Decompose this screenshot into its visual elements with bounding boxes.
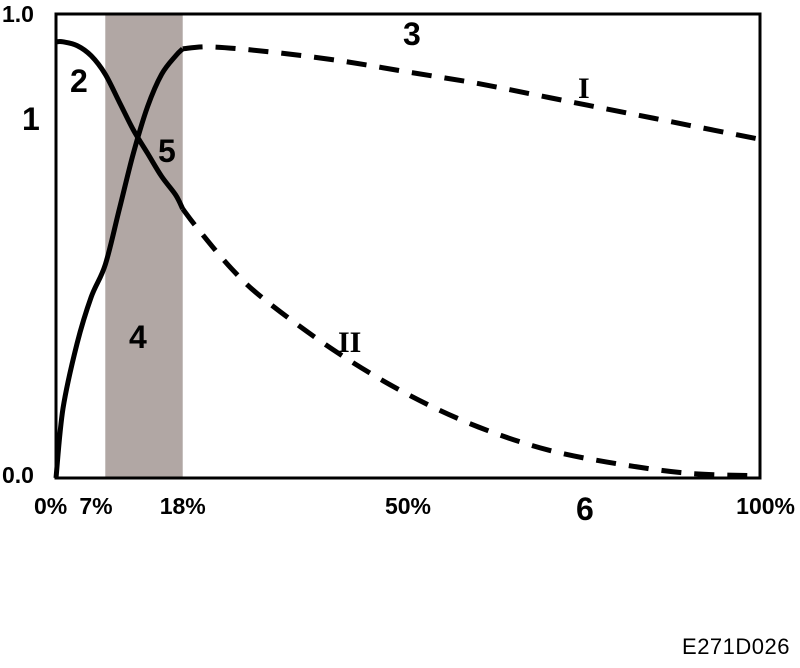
series-II-solid-line bbox=[55, 39, 185, 211]
series-label-II: II bbox=[338, 326, 361, 359]
y-tick-label: 1.0 bbox=[2, 1, 34, 27]
series-II-dashed-line bbox=[180, 207, 761, 479]
shaded-band bbox=[105, 14, 183, 478]
curve-layer bbox=[53, 39, 761, 479]
x-tick-label: 100% bbox=[736, 493, 795, 519]
y-tick-label: 0.0 bbox=[2, 462, 34, 488]
series-label-I: I bbox=[578, 72, 590, 105]
shaded-band-layer bbox=[105, 14, 183, 478]
annotation-5: 5 bbox=[158, 133, 176, 169]
x-tick-label: 0% bbox=[34, 493, 67, 519]
plot-frame bbox=[54, 12, 762, 480]
x-tick-label: 18% bbox=[160, 493, 206, 519]
figure-code: E271D026 bbox=[682, 634, 790, 659]
annotation-1: 1 bbox=[22, 101, 40, 137]
series-I-solid-line bbox=[53, 46, 185, 479]
x-tick-label: 50% bbox=[385, 493, 431, 519]
annotation-6: 6 bbox=[576, 491, 594, 527]
x-tick-label: 7% bbox=[79, 493, 112, 519]
tick-label-layer: 0% 7% 18% 50% 100% 0.0 1.0 bbox=[2, 1, 795, 519]
annotation-4: 4 bbox=[129, 319, 147, 355]
annotation-2: 2 bbox=[70, 63, 88, 99]
annotation-3: 3 bbox=[403, 16, 421, 52]
series-I-dashed-line bbox=[182, 44, 761, 142]
